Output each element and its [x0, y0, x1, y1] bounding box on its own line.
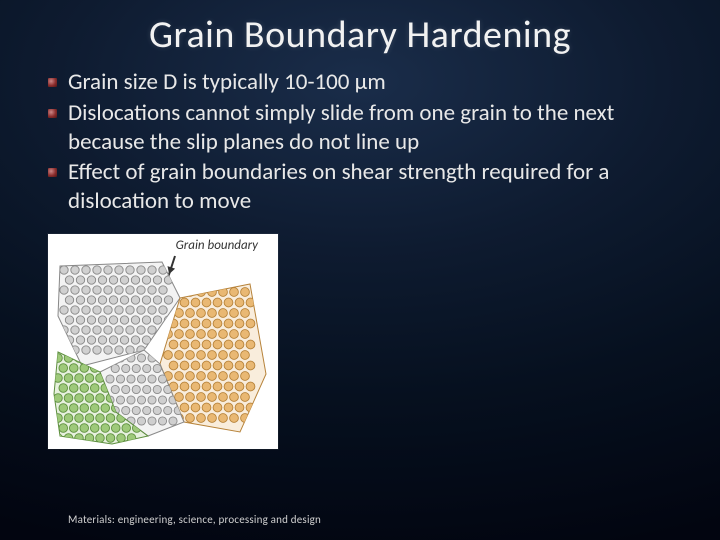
figure-label: Grain boundary [176, 238, 258, 253]
grain-diagram [52, 254, 274, 446]
grain-figure: Grain boundary [48, 234, 278, 449]
bullet-item: Effect of grain boundaries on shear stre… [48, 158, 672, 216]
bullet-item: Dislocations cannot simply slide from on… [48, 99, 672, 157]
bullet-list-container: Grain size D is typically 10-100 µm Disl… [0, 58, 720, 216]
slide-title: Grain Boundary Hardening [0, 0, 720, 58]
bullet-item: Grain size D is typically 10-100 µm [48, 68, 672, 97]
bullet-list: Grain size D is typically 10-100 µm Disl… [48, 68, 672, 216]
footer-text: Materials: engineering, science, process… [68, 513, 321, 526]
